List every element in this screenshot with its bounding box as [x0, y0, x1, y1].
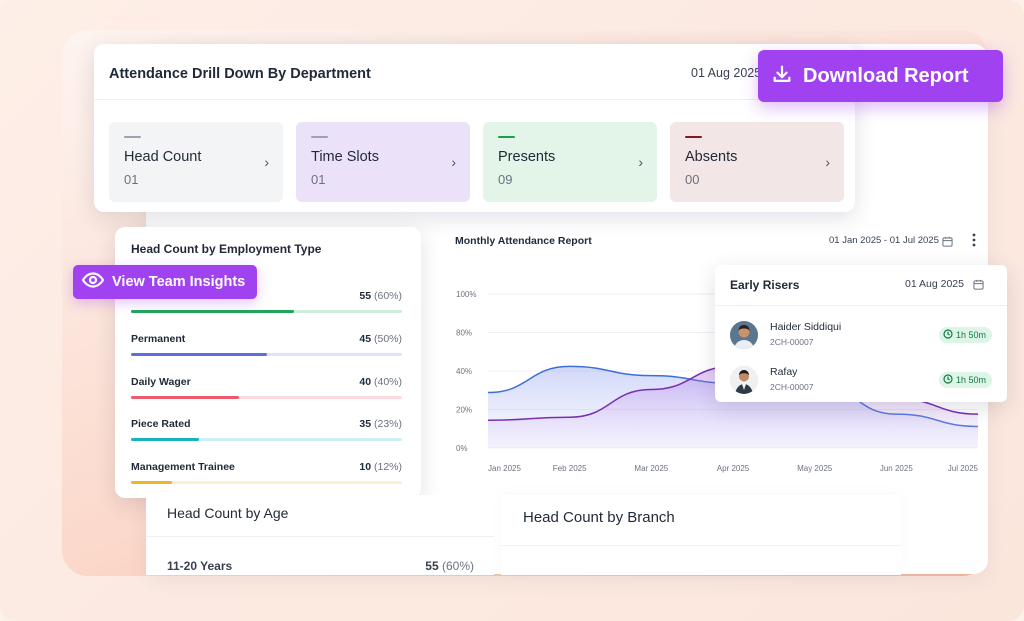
download-icon — [771, 63, 793, 90]
y-tick-label: 100% — [456, 290, 476, 299]
employment-value: 35 (23%) — [359, 418, 402, 430]
early-risers-date[interactable]: 01 Aug 2025 — [905, 278, 964, 290]
employment-name: Piece Rated — [131, 418, 191, 430]
age-row-label: 11-20 Years — [167, 559, 233, 573]
tile-head-count[interactable]: Head Count 01 › — [109, 122, 283, 202]
progress-fill — [131, 396, 240, 399]
employment-value: 45 (50%) — [359, 333, 402, 345]
view-team-insights-button[interactable]: View Team Insights — [73, 265, 257, 299]
time-badge: 1h 50m — [938, 372, 992, 388]
employment-value: 55 (60%) — [359, 290, 402, 302]
tile-value: 09 — [498, 172, 513, 187]
progress-track — [131, 310, 402, 313]
tile-time-slots[interactable]: Time Slots 01 › — [296, 122, 470, 202]
x-tick-label: May 2025 — [797, 464, 833, 473]
progress-track — [131, 353, 402, 356]
attendance-drilldown-card: Attendance Drill Down By Department 01 A… — [94, 44, 855, 212]
y-tick-label: 20% — [456, 406, 472, 415]
chevron-right-icon: › — [264, 154, 269, 170]
attendance-date[interactable]: 01 Aug 2025 — [691, 66, 762, 80]
employment-value: 40 (40%) — [359, 376, 402, 388]
employment-row: Management Trainee 10 (12%) — [131, 461, 402, 491]
age-row-value: 55 (60%) — [425, 559, 474, 573]
view-team-insights-label: View Team Insights — [112, 274, 246, 290]
divider — [501, 545, 901, 546]
x-tick-label: Feb 2025 — [553, 464, 587, 473]
progress-fill — [131, 481, 172, 484]
y-tick-label: 0% — [456, 444, 468, 453]
riser-code: 2CH-00007 — [770, 337, 814, 347]
monthly-chart-title: Monthly Attendance Report — [455, 235, 592, 247]
tile-label: Time Slots — [311, 149, 379, 165]
x-tick-label: Jan 2025 — [488, 464, 521, 473]
riser-code: 2CH-00007 — [770, 382, 814, 392]
progress-track — [131, 481, 402, 484]
employment-row: Daily Wager 40 (40%) — [131, 376, 402, 406]
tile-value: 01 — [311, 172, 326, 187]
clock-icon — [943, 374, 953, 386]
riser-name: Rafay — [770, 366, 798, 378]
x-tick-label: Jul 2025 — [948, 464, 979, 473]
tile-label: Absents — [685, 149, 738, 165]
early-risers-title: Early Risers — [730, 278, 800, 292]
progress-track — [131, 396, 402, 399]
more-options-icon[interactable] — [967, 232, 981, 253]
riser-name: Haider Siddiqui — [770, 321, 842, 333]
branch-title: Head Count by Branch — [523, 509, 675, 526]
employment-row: 55 (60%) — [131, 290, 402, 320]
avatar — [730, 366, 758, 394]
tile-accent-bar — [498, 136, 515, 138]
tile-presents[interactable]: Presents 09 › — [483, 122, 657, 202]
divider — [146, 536, 494, 537]
progress-fill — [131, 438, 199, 441]
employment-name: Permanent — [131, 333, 186, 345]
download-report-button[interactable]: Download Report — [758, 50, 1003, 102]
age-title: Head Count by Age — [167, 505, 289, 521]
time-badge: 1h 50m — [938, 327, 992, 343]
x-tick-label: Jun 2025 — [880, 464, 913, 473]
x-tick-label: Mar 2025 — [634, 464, 668, 473]
monthly-date-range[interactable]: 01 Jan 2025 - 01 Jul 2025 — [829, 235, 939, 246]
tile-value: 00 — [685, 172, 700, 187]
chevron-right-icon: › — [638, 154, 643, 170]
early-risers-card: Early Risers 01 Aug 2025 Haider Siddiqui… — [715, 265, 1007, 402]
calendar-icon[interactable] — [973, 277, 984, 295]
progress-fill — [131, 353, 267, 356]
tile-label: Presents — [498, 149, 556, 165]
employment-name: Daily Wager — [131, 376, 191, 388]
chevron-right-icon: › — [825, 154, 830, 170]
avatar — [730, 321, 758, 349]
employment-value: 10 (12%) — [359, 461, 402, 473]
progress-track — [131, 438, 402, 441]
early-riser-item[interactable]: Rafay 2CH-00007 1h 50m — [730, 366, 992, 400]
clock-icon — [943, 329, 953, 341]
early-riser-item[interactable]: Haider Siddiqui 2CH-00007 1h 50m — [730, 321, 992, 355]
head-count-by-age-card: Head Count by Age 11-20 Years 55 (60%) — [146, 495, 494, 575]
tile-absents[interactable]: Absents 00 › — [670, 122, 844, 202]
calendar-icon[interactable] — [942, 234, 953, 252]
employment-row: Permanent 45 (50%) — [131, 333, 402, 363]
eye-icon — [81, 268, 105, 297]
tile-accent-bar — [124, 136, 141, 138]
employment-title: Head Count by Employment Type — [131, 242, 322, 256]
divider — [94, 99, 855, 100]
tile-accent-bar — [311, 136, 328, 138]
y-tick-label: 80% — [456, 329, 472, 338]
employment-type-card: Head Count by Employment Type 55 (60%) P… — [115, 227, 421, 498]
monthly-attendance-chart: 100% 80% 40% 20% 0% Jan 2025 Feb 2025 Mar 2025 A… — [456, 290, 979, 473]
download-report-label: Download Report — [803, 64, 969, 87]
tile-accent-bar — [685, 136, 702, 138]
attendance-title: Attendance Drill Down By Department — [109, 66, 371, 82]
employment-row: Piece Rated 35 (23%) — [131, 418, 402, 448]
progress-fill — [131, 310, 294, 313]
x-tick-label: Apr 2025 — [717, 464, 750, 473]
head-count-by-branch-card: Head Count by Branch — [501, 495, 901, 575]
y-tick-label: 40% — [456, 367, 472, 376]
tile-value: 01 — [124, 172, 139, 187]
chevron-right-icon: › — [451, 154, 456, 170]
tile-label: Head Count — [124, 149, 202, 165]
divider — [715, 305, 1007, 306]
employment-name: Management Trainee — [131, 461, 235, 473]
